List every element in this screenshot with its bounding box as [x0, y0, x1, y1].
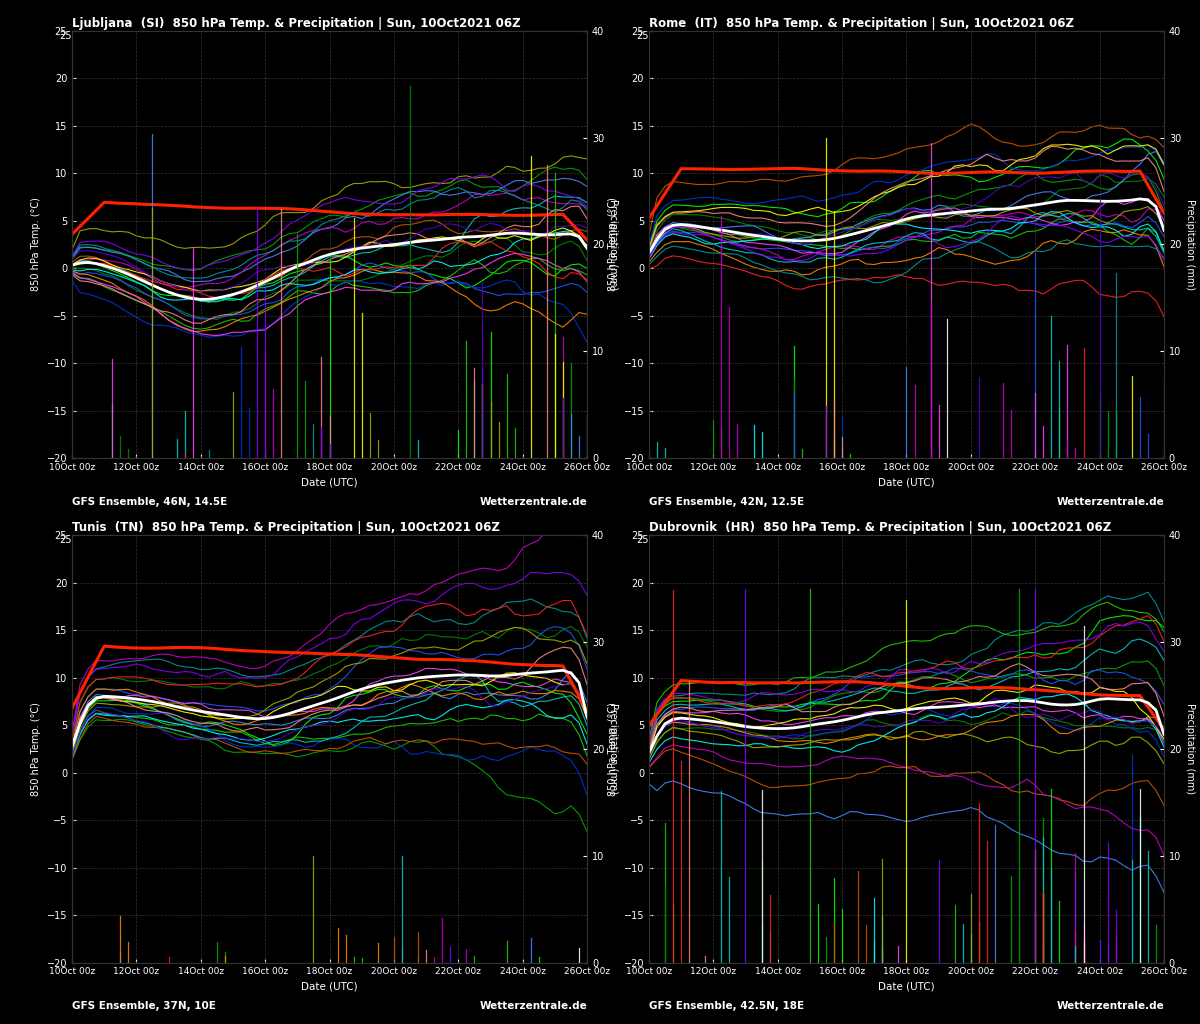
Text: Tunis  (TN)  850 hPa Temp. & Precipitation | Sun, 10Oct2021 06Z: Tunis (TN) 850 hPa Temp. & Precipitation…	[72, 521, 500, 534]
Text: Ljubljana  (SI)  850 hPa Temp. & Precipitation | Sun, 10Oct2021 06Z: Ljubljana (SI) 850 hPa Temp. & Precipita…	[72, 16, 521, 30]
Text: 25: 25	[59, 536, 72, 545]
Text: Dubrovnik  (HR)  850 hPa Temp. & Precipitation | Sun, 10Oct2021 06Z: Dubrovnik (HR) 850 hPa Temp. & Precipita…	[649, 521, 1111, 534]
Text: Wetterzentrale.de: Wetterzentrale.de	[1056, 497, 1164, 507]
X-axis label: Date (UTC): Date (UTC)	[878, 477, 935, 487]
Text: 25: 25	[636, 536, 648, 545]
Text: 25: 25	[636, 31, 648, 41]
Text: Wetterzentrale.de: Wetterzentrale.de	[479, 497, 587, 507]
Text: GFS Ensemble, 42.5N, 18E: GFS Ensemble, 42.5N, 18E	[649, 1001, 804, 1011]
Text: Rome  (IT)  850 hPa Temp. & Precipitation | Sun, 10Oct2021 06Z: Rome (IT) 850 hPa Temp. & Precipitation …	[649, 16, 1074, 30]
Text: 25: 25	[59, 31, 72, 41]
Text: Wetterzentrale.de: Wetterzentrale.de	[479, 1001, 587, 1011]
Y-axis label: Precipitation (mm): Precipitation (mm)	[1186, 703, 1195, 795]
Y-axis label: Precipitation (mm): Precipitation (mm)	[608, 703, 618, 795]
Text: GFS Ensemble, 37N, 10E: GFS Ensemble, 37N, 10E	[72, 1001, 216, 1011]
Y-axis label: 850 hPa Temp. (°C): 850 hPa Temp. (°C)	[31, 701, 41, 796]
X-axis label: Date (UTC): Date (UTC)	[301, 982, 358, 992]
Text: GFS Ensemble, 46N, 14.5E: GFS Ensemble, 46N, 14.5E	[72, 497, 227, 507]
Y-axis label: Precipitation (mm): Precipitation (mm)	[608, 199, 618, 290]
Y-axis label: Precipitation (mm): Precipitation (mm)	[1186, 199, 1195, 290]
X-axis label: Date (UTC): Date (UTC)	[878, 982, 935, 992]
Text: GFS Ensemble, 42N, 12.5E: GFS Ensemble, 42N, 12.5E	[649, 497, 804, 507]
Text: Wetterzentrale.de: Wetterzentrale.de	[1056, 1001, 1164, 1011]
Y-axis label: 850 hPa Temp. (°C): 850 hPa Temp. (°C)	[31, 198, 41, 292]
X-axis label: Date (UTC): Date (UTC)	[301, 477, 358, 487]
Y-axis label: 850 hPa Temp. (°C): 850 hPa Temp. (°C)	[608, 701, 618, 796]
Y-axis label: 850 hPa Temp. (°C): 850 hPa Temp. (°C)	[608, 198, 618, 292]
